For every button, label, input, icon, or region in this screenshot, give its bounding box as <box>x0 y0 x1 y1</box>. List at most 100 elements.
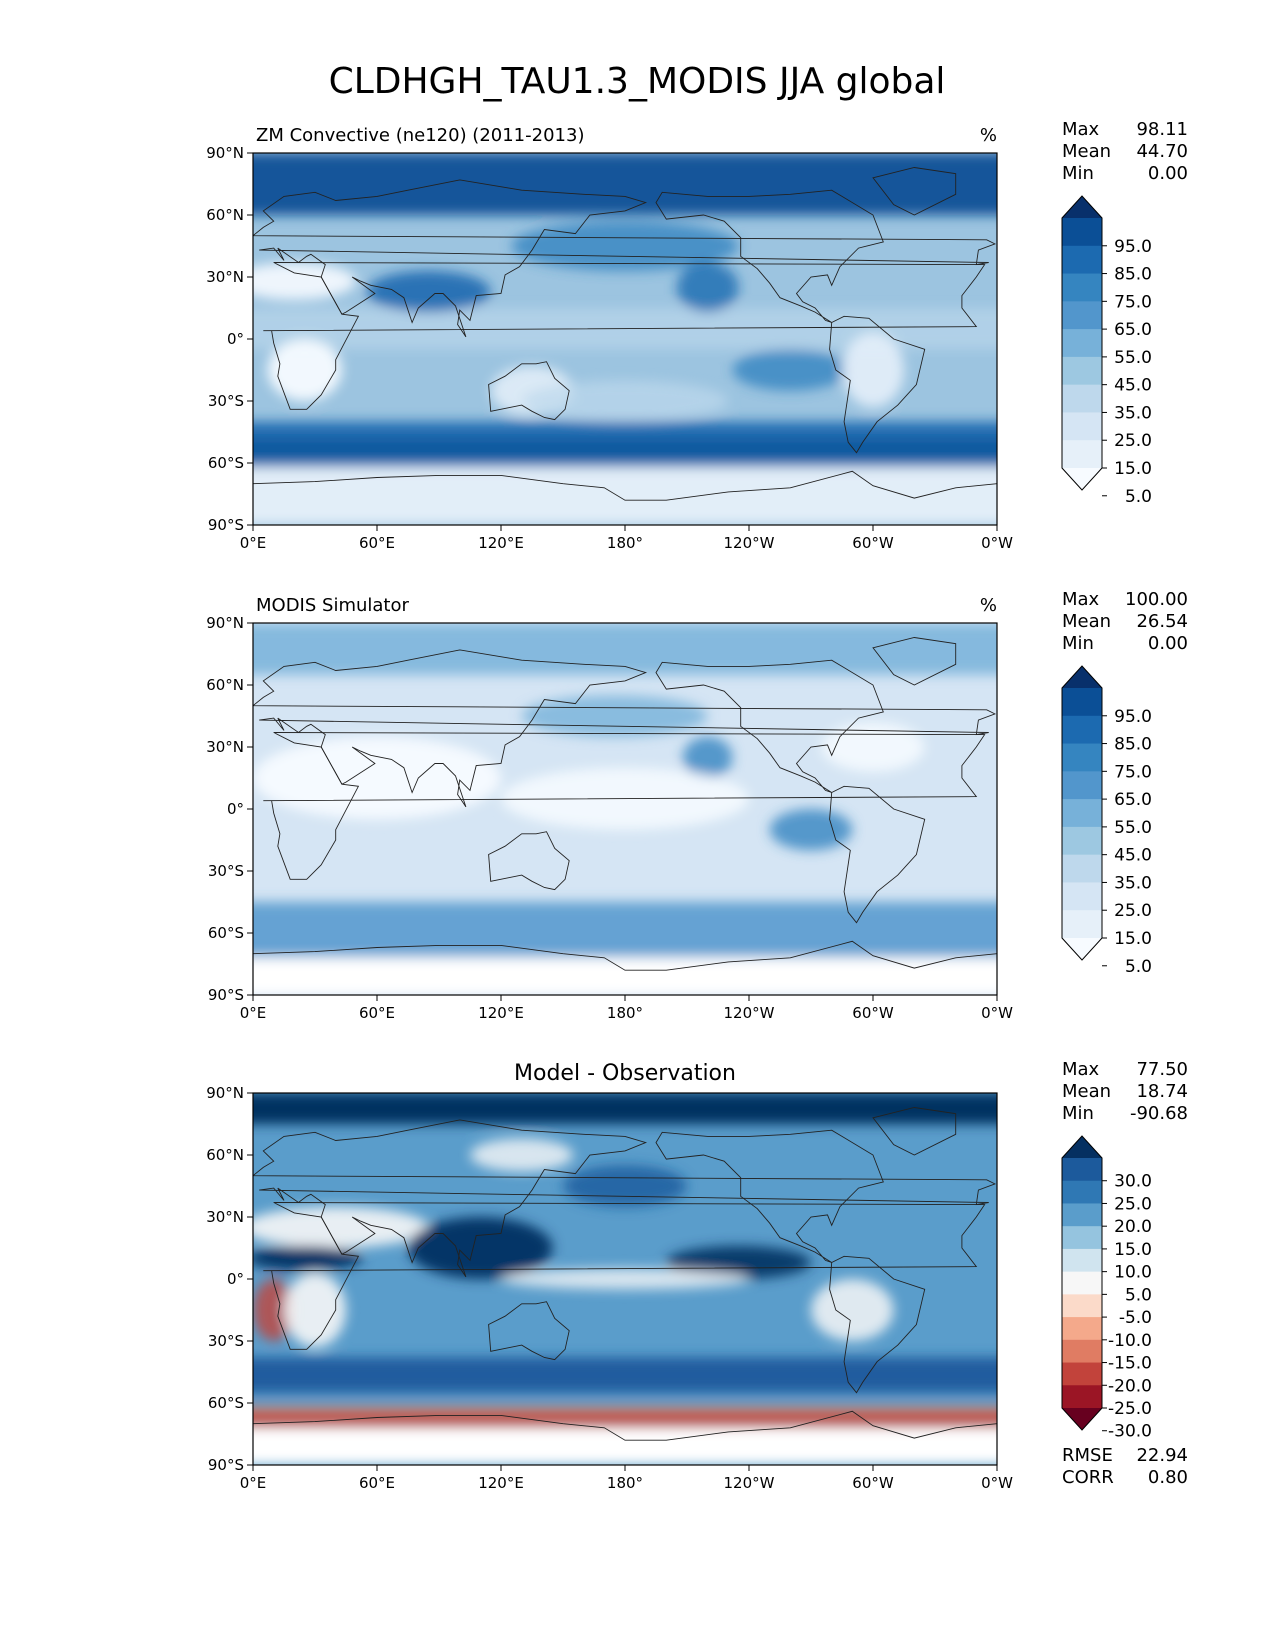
panel-3-rmse-value: 22.94 <box>1136 1445 1188 1466</box>
colorbar-tick-label: 95.0 <box>1114 237 1152 257</box>
field-region-9 <box>666 1245 812 1279</box>
field-region-5 <box>253 1427 997 1465</box>
coastline-africa <box>263 1202 986 1350</box>
coastline-samerica <box>829 785 926 924</box>
field-region-10 <box>267 339 342 401</box>
colorbar-segment <box>1062 329 1102 358</box>
colorbar-tick-label: 5.0 <box>1125 1285 1152 1305</box>
coastline-eurasia <box>253 179 997 338</box>
panel-1-mean-label: Mean <box>1062 141 1111 162</box>
field-region-11 <box>253 1279 295 1341</box>
colorbar-extend-bottom <box>1062 1408 1102 1430</box>
colorbar-tick-label: 5.0 <box>1125 487 1152 507</box>
panel-3-title: Model - Observation <box>514 1061 736 1086</box>
panel-1-title: ZM Convective (ne120) (2011-2013) <box>256 125 584 146</box>
colorbar-segment <box>1062 882 1102 911</box>
panel-3-mean-value: 18.74 <box>1136 1081 1188 1102</box>
field-region-12 <box>284 1272 346 1348</box>
colorbar-segment <box>1062 826 1102 856</box>
coastline-namerica <box>655 1129 884 1263</box>
x-tick-label: 120°E <box>478 534 524 552</box>
field-region-13 <box>811 1279 894 1341</box>
field-region-5 <box>682 736 733 778</box>
coastline-eurasia <box>253 649 997 808</box>
panel-1: ZM Convective (ne120) (2011-2013) % 0°E 6… <box>206 119 1188 552</box>
x-tick-label: 60°W <box>852 1474 894 1492</box>
panel-2-max-value: 100.00 <box>1125 589 1188 610</box>
panel-3-coastlines <box>253 1107 997 1441</box>
colorbar-tick-label: 15.0 <box>1114 1240 1152 1260</box>
y-tick-label: 30°N <box>206 268 244 286</box>
colorbar-segment <box>1062 771 1102 800</box>
panel-2-mean-value: 26.54 <box>1136 611 1188 632</box>
x-tick-label: 0°E <box>240 1474 267 1492</box>
colorbar-segment <box>1062 1271 1102 1295</box>
coastline-antarctica <box>253 1410 997 1441</box>
y-tick-label: 30°S <box>208 862 244 880</box>
colorbar-extend-bottom <box>1062 938 1102 960</box>
y-tick-label: 60°S <box>208 1394 244 1412</box>
field-region-6 <box>511 221 739 271</box>
x-tick-label: 60°E <box>359 1474 395 1492</box>
colorbar-tick-label: -30.0 <box>1108 1422 1152 1442</box>
x-tick-label: 120°E <box>478 1004 524 1022</box>
colorbar-tick-label: 75.0 <box>1114 762 1152 782</box>
panel-1-axis-ticks: 0°E 60°E 120°E 180° 120°W 60°W 0°W 90°N 60°N 30°N… <box>206 144 1013 552</box>
y-tick-label: 90°N <box>206 614 244 632</box>
y-tick-label: 0° <box>227 1270 244 1288</box>
field-region-14 <box>521 380 729 422</box>
panel-2-title: MODIS Simulator <box>256 595 409 616</box>
panel-2: MODIS Simulator % 0°E 60°E 120°E 180° 120°W 6… <box>206 589 1188 1022</box>
colorbar-segment <box>1062 1180 1102 1204</box>
field-region-4 <box>521 695 708 737</box>
colorbar-tick-label: 5.0 <box>1125 957 1152 977</box>
colorbar-tick-label: 55.0 <box>1114 818 1152 838</box>
colorbar-segment <box>1062 1362 1102 1386</box>
panel-2-coastlines <box>253 637 997 971</box>
x-tick-label: 60°E <box>359 1004 395 1022</box>
colorbar-segment <box>1062 799 1102 828</box>
field-region-6 <box>769 809 853 851</box>
figure-title: CLDHGH_TAU1.3_MODIS JJA global <box>329 61 946 102</box>
panel-2-min-value: 0.00 <box>1148 633 1188 654</box>
field-region-1 <box>253 1093 997 1124</box>
y-tick-label: 60°N <box>206 206 244 224</box>
panel-1-min-value: 0.00 <box>1148 163 1188 184</box>
colorbar-segment <box>1062 245 1102 275</box>
field-region-4 <box>253 1415 997 1426</box>
panel-2-max-label: Max <box>1062 589 1100 610</box>
colorbar-segment <box>1062 1203 1102 1227</box>
colorbar-segment <box>1062 910 1102 939</box>
colorbar-segment <box>1062 273 1102 302</box>
panel-3-corr-value: 0.80 <box>1148 1467 1188 1488</box>
y-tick-label: 30°N <box>206 1208 244 1226</box>
colorbar-extend-top <box>1062 196 1102 218</box>
x-tick-label: 0°W <box>981 534 1013 552</box>
field-region-2 <box>253 1357 997 1393</box>
field-region-10 <box>501 1268 749 1290</box>
y-tick-label: 30°N <box>206 738 244 756</box>
x-tick-label: 120°W <box>724 1474 775 1492</box>
colorbar-segment <box>1062 218 1102 247</box>
colorbar-tick-label: 45.0 <box>1114 846 1152 866</box>
coastline-samerica <box>829 1255 926 1394</box>
panel-2-axis-ticks: 0°E 60°E 120°E 180° 120°W 60°W 0°W 90°N 60°N 30°N… <box>206 614 1013 1022</box>
x-tick-label: 60°E <box>359 534 395 552</box>
x-tick-label: 0°E <box>240 534 267 552</box>
panel-1-map <box>253 153 997 525</box>
colorbar-segment <box>1062 1158 1102 1182</box>
panel-2-min-label: Min <box>1062 633 1094 654</box>
colorbar-tick-label: 85.0 <box>1114 265 1152 285</box>
colorbar-tick-label: 20.0 <box>1114 1217 1152 1237</box>
colorbar-extend-bottom <box>1062 468 1102 490</box>
field-region-9 <box>732 349 849 391</box>
coastline-greenland <box>872 637 957 686</box>
coastline-antarctica <box>253 940 997 971</box>
y-tick-label: 0° <box>227 800 244 818</box>
colorbar-tick-label: -15.0 <box>1108 1354 1152 1374</box>
coastline-greenland <box>872 167 957 216</box>
colorbar-segment <box>1062 743 1102 772</box>
panel-1-min-label: Min <box>1062 163 1094 184</box>
y-tick-label: 60°N <box>206 1146 244 1164</box>
